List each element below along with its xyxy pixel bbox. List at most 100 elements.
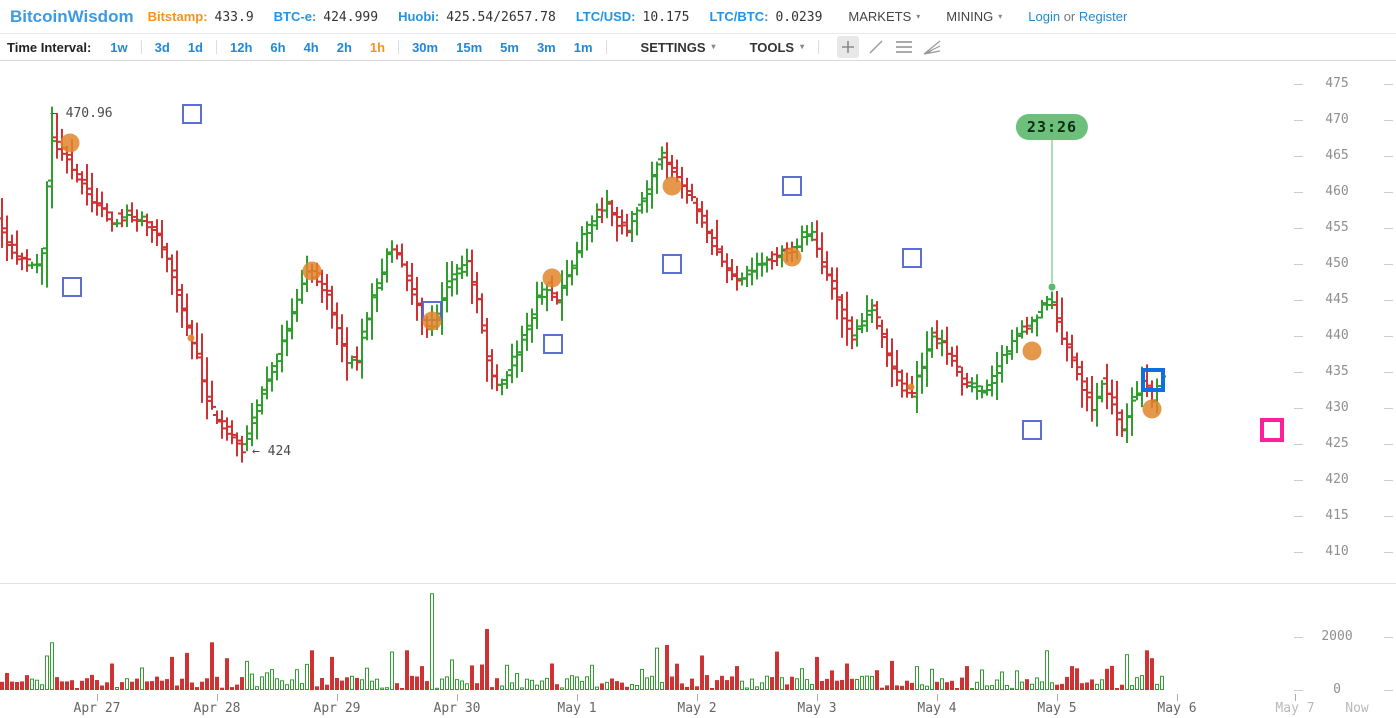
tools-menu[interactable]: TOOLS ▾ bbox=[749, 39, 805, 55]
volume-axis-tick bbox=[1294, 690, 1303, 691]
interval-1m[interactable]: 1m bbox=[573, 39, 593, 55]
interval-3d[interactable]: 3d bbox=[154, 39, 170, 55]
date-axis-label: Apr 28 bbox=[193, 701, 241, 716]
fan-lines-tool-button[interactable] bbox=[921, 36, 943, 58]
price-axis-tick bbox=[1384, 516, 1393, 517]
price-axis-tick bbox=[1384, 408, 1393, 409]
ticker-huobi[interactable]: Huobi: 425.54/2657.78 bbox=[398, 9, 556, 25]
price-axis-tick bbox=[1384, 192, 1393, 193]
ticker-bitstamp[interactable]: Bitstamp: 433.9 bbox=[148, 9, 254, 25]
interval-2h[interactable]: 2h bbox=[336, 39, 352, 55]
price-axis-tick bbox=[1384, 444, 1393, 445]
trendline-tool-button[interactable] bbox=[865, 36, 887, 58]
horizontal-lines-icon bbox=[896, 41, 913, 53]
ticker-ltc-usd[interactable]: LTC/USD: 10.175 bbox=[576, 9, 690, 25]
price-axis-tick bbox=[1384, 372, 1393, 373]
signal-circle-marker bbox=[1022, 341, 1042, 361]
ticker-value: 424.999 bbox=[323, 9, 379, 25]
register-link[interactable]: Register bbox=[1078, 9, 1128, 24]
ticker-btc-e[interactable]: BTC-e: 424.999 bbox=[274, 9, 378, 25]
chevron-down-icon: ▾ bbox=[800, 42, 805, 51]
ticker-ltc-btc[interactable]: LTC/BTC: 0.0239 bbox=[709, 9, 822, 25]
horizontal-lines-tool-button[interactable] bbox=[893, 36, 915, 58]
price-axis-label: 440 bbox=[1325, 328, 1349, 343]
settings-menu[interactable]: SETTINGS ▾ bbox=[640, 39, 716, 55]
date-axis-tick bbox=[337, 694, 338, 701]
signal-dot-marker bbox=[187, 334, 195, 342]
interval-6h[interactable]: 6h bbox=[270, 39, 286, 55]
date-axis-label: May 4 bbox=[917, 701, 957, 716]
price-axis-label: 470 bbox=[1325, 112, 1349, 127]
price-axis-tick bbox=[1384, 480, 1393, 481]
chevron-down-icon: ▾ bbox=[916, 11, 921, 21]
interval-3m[interactable]: 3m bbox=[536, 39, 556, 55]
chevron-down-icon: ▾ bbox=[711, 42, 716, 51]
ticker-label: LTC/USD: bbox=[575, 8, 636, 24]
interval-12h[interactable]: 12h bbox=[229, 39, 253, 55]
signal-dot-marker bbox=[907, 383, 915, 391]
price-axis-tick bbox=[1384, 300, 1393, 301]
price-axis-tick bbox=[1294, 516, 1303, 517]
signal-circle-marker bbox=[60, 133, 80, 153]
date-axis-tick bbox=[457, 694, 458, 701]
interval-30m[interactable]: 30m bbox=[412, 39, 439, 55]
toolbar-separator bbox=[605, 40, 607, 54]
low-price-annotation: ← 424 bbox=[252, 444, 292, 459]
price-axis-label: 465 bbox=[1325, 148, 1349, 163]
volume-axis-tick bbox=[1294, 637, 1303, 638]
price-axis-tick bbox=[1294, 228, 1303, 229]
date-axis-label: May 7 bbox=[1275, 701, 1315, 716]
price-axis-tick bbox=[1384, 552, 1393, 553]
volume-axis-label: 2000 bbox=[1321, 629, 1353, 644]
date-axis-label: May 3 bbox=[797, 701, 837, 716]
countdown-badge: 23:26 bbox=[1015, 114, 1089, 140]
price-axis-tick bbox=[1384, 84, 1393, 85]
date-axis-tick bbox=[817, 694, 818, 701]
signal-square-marker bbox=[62, 277, 82, 297]
ticker-value: 433.9 bbox=[214, 9, 254, 25]
date-axis-label: Now bbox=[1345, 701, 1369, 716]
date-axis-label: May 5 bbox=[1037, 701, 1077, 716]
login-link[interactable]: Login bbox=[1028, 9, 1061, 24]
date-axis-label: Apr 27 bbox=[73, 701, 121, 716]
interval-4h[interactable]: 4h bbox=[303, 39, 319, 55]
date-axis-tick bbox=[1057, 694, 1058, 701]
signal-circle-marker bbox=[662, 176, 682, 196]
price-axis-tick bbox=[1294, 300, 1303, 301]
price-axis-label: 425 bbox=[1325, 436, 1349, 451]
price-axis-tick bbox=[1294, 408, 1303, 409]
interval-group-separator bbox=[140, 40, 142, 54]
header-menus: MARKETS ▾ MINING ▾ bbox=[848, 9, 1002, 24]
price-axis-tick bbox=[1294, 372, 1303, 373]
interval-5m[interactable]: 5m bbox=[500, 39, 519, 55]
interval-1d[interactable]: 1d bbox=[187, 39, 203, 55]
interval-1w[interactable]: 1w bbox=[110, 39, 128, 55]
signal-circle-marker bbox=[1142, 399, 1162, 419]
interval-1h[interactable]: 1h bbox=[369, 39, 386, 55]
volume-axis-label: 0 bbox=[1333, 682, 1341, 697]
price-axis-tick bbox=[1294, 444, 1303, 445]
signal-square-marker bbox=[1022, 420, 1042, 440]
volume-axis-tick bbox=[1384, 637, 1393, 638]
price-axis-label: 445 bbox=[1325, 292, 1349, 307]
markets-menu[interactable]: MARKETS ▾ bbox=[848, 9, 921, 24]
mining-menu[interactable]: MINING ▾ bbox=[946, 9, 1003, 24]
highlighted-square-marker bbox=[1141, 368, 1165, 392]
fan-lines-icon bbox=[923, 40, 941, 55]
high-price-annotation: ← 470.96 bbox=[50, 106, 113, 121]
price-axis-tick bbox=[1384, 228, 1393, 229]
interval-group-separator bbox=[215, 40, 217, 54]
logo[interactable]: BitcoinWisdom bbox=[10, 6, 134, 26]
date-axis-tick bbox=[1295, 694, 1296, 701]
price-axis-label: 460 bbox=[1325, 184, 1349, 199]
signal-circle-marker bbox=[542, 268, 562, 288]
interval-15m[interactable]: 15m bbox=[456, 39, 483, 55]
price-axis-tick bbox=[1294, 120, 1303, 121]
chevron-down-icon: ▾ bbox=[998, 11, 1003, 21]
crosshair-tool-button[interactable] bbox=[837, 36, 860, 58]
auth-links: Login or Register bbox=[1028, 9, 1128, 24]
signal-square-marker bbox=[782, 176, 802, 196]
price-axis-tick bbox=[1294, 264, 1303, 265]
price-axis-tick bbox=[1384, 336, 1393, 337]
